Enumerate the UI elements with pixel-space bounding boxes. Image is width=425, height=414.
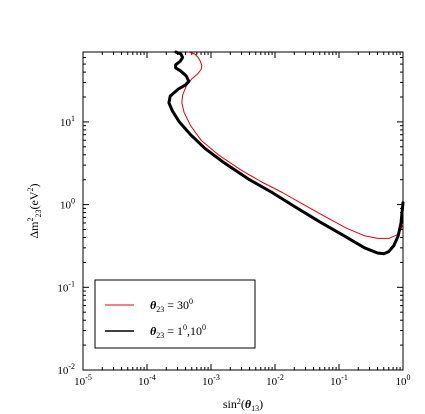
- legend-box: [94, 279, 256, 349]
- y-tick-label: 100: [60, 197, 75, 212]
- x-tick-label: 10-4: [138, 373, 156, 388]
- y-axis-label: Δm223(eV2): [26, 183, 43, 238]
- y-tick-label: 101: [60, 114, 75, 129]
- legend-label-black: θ23 = 10,100: [150, 323, 206, 340]
- y-tick-label: 10-1: [57, 279, 75, 294]
- x-axis-label: sin2(θ13): [223, 397, 263, 413]
- legend: θ23 = 300 θ23 = 10,100: [94, 279, 256, 349]
- y-tick-label: 10-2: [57, 362, 75, 377]
- series-group: [167, 50, 405, 256]
- series-line-theta23-1-10: [167, 50, 405, 256]
- x-tick-label: 10-1: [330, 373, 348, 388]
- x-tick-label: 10-2: [266, 373, 284, 388]
- legend-label-red: θ23 = 300: [150, 297, 193, 314]
- series-line-theta23-30: [181, 51, 404, 239]
- x-tick-label: 10-3: [202, 373, 220, 388]
- x-tick-label: 10-5: [74, 373, 92, 388]
- axis-ticks: 10-5 10-4 10-3 10-2 10-1 100 10-2 10-1 100 101: [57, 51, 411, 388]
- x-tick-label: 100: [396, 373, 411, 388]
